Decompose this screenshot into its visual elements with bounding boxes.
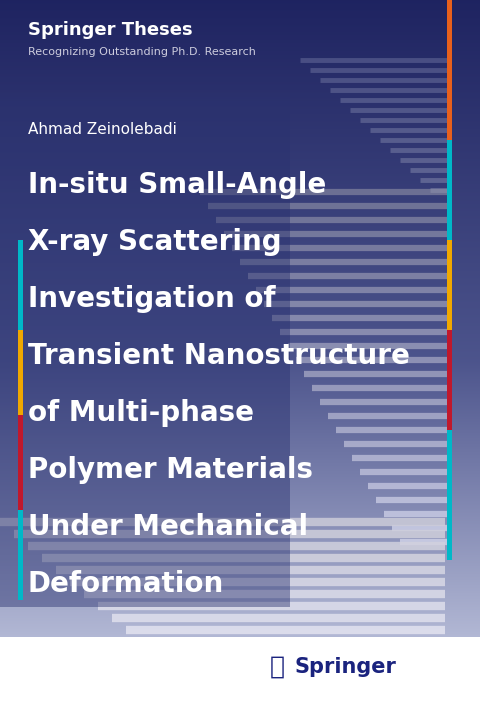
Text: Springer: Springer (295, 657, 397, 677)
Bar (447, 240, 452, 330)
Text: Polymer Materials: Polymer Materials (28, 456, 313, 484)
Bar (18, 510, 23, 600)
Text: In-situ Small-Angle: In-situ Small-Angle (28, 171, 326, 199)
Text: Investigation of: Investigation of (28, 285, 276, 313)
Text: Transient Nanostructure: Transient Nanostructure (28, 342, 410, 370)
Text: ♞: ♞ (270, 656, 285, 679)
Text: Deformation: Deformation (28, 570, 224, 598)
Text: Recognizing Outstanding Ph.D. Research: Recognizing Outstanding Ph.D. Research (28, 47, 256, 57)
Text: X-ray Scattering: X-ray Scattering (28, 228, 282, 256)
Bar (0, 107, 285, 600)
Text: of Multi-phase: of Multi-phase (28, 399, 254, 427)
Bar (0, 97, 290, 607)
Bar (447, 0, 452, 140)
Text: Springer Theses: Springer Theses (28, 21, 192, 39)
Bar (18, 240, 23, 330)
Bar (0, 637, 480, 722)
Bar (447, 140, 452, 240)
Text: Ahmad Zeinolebadi: Ahmad Zeinolebadi (28, 123, 177, 137)
Bar (18, 330, 23, 415)
Bar (447, 330, 452, 430)
Bar (18, 415, 23, 510)
Bar (447, 430, 452, 560)
Text: Under Mechanical: Under Mechanical (28, 513, 308, 541)
